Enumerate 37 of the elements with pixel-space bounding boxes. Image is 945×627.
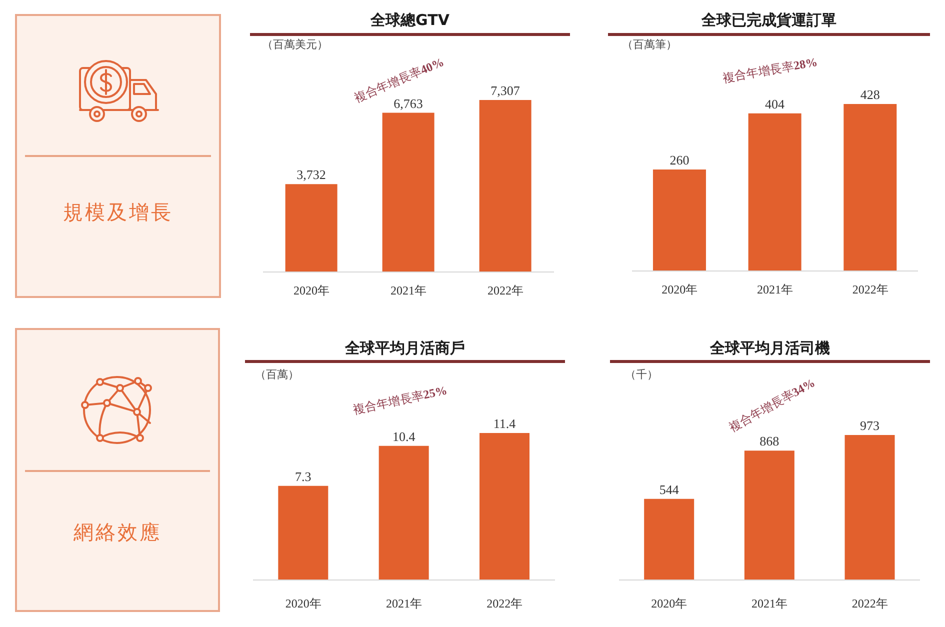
- data-label: 404: [765, 96, 786, 112]
- text: 複合年增長率34%: [726, 376, 818, 434]
- x-tick-label: 2021年: [390, 284, 426, 298]
- data-label: 10.4: [392, 428, 416, 444]
- x-tick-label: 2020年: [285, 596, 322, 611]
- x-tick-label: 2020年: [651, 596, 688, 611]
- x-tick-label: 2022年: [486, 596, 523, 611]
- data-label: 6,763: [394, 96, 423, 111]
- x-tick-label: 2022年: [488, 284, 524, 298]
- chart-title: 全球已完成貨運訂單: [700, 10, 838, 30]
- y-axis-title: （百萬）: [255, 368, 299, 383]
- x-tick-label: 2021年: [386, 596, 422, 611]
- data-label: 973: [860, 418, 880, 433]
- x-tick-label: 2020年: [294, 284, 330, 298]
- x-tick-label: 2021年: [752, 596, 788, 611]
- chart-title: 全球平均月活司機: [708, 338, 831, 358]
- x-tick-label: 2020年: [662, 282, 698, 297]
- y-axis-title: （百萬美元）: [262, 38, 328, 53]
- chart-title: 全球總GTV: [369, 10, 450, 30]
- data-label: 7.3: [295, 468, 312, 484]
- data-label: 7,307: [490, 83, 520, 98]
- x-tick-label: 2022年: [852, 596, 888, 611]
- data-label: 11.4: [493, 416, 516, 431]
- chart-title: 全球平均月活商戶: [344, 338, 466, 358]
- data-label: 868: [760, 434, 780, 449]
- text: 網絡效應: [72, 519, 162, 545]
- data-label: 260: [670, 152, 690, 168]
- x-tick-label: 2021年: [757, 282, 793, 297]
- text: 複合年增長率28%: [722, 54, 818, 86]
- data-label: 3,732: [296, 167, 326, 182]
- data-label: 544: [659, 482, 680, 497]
- y-axis-title: （百萬筆）: [622, 38, 677, 53]
- y-axis-title: （千）: [625, 368, 658, 383]
- text: 複合年增長率25%: [352, 383, 448, 417]
- data-label: 428: [860, 87, 880, 102]
- x-tick-label: 2022年: [852, 282, 888, 297]
- text: 規模及增長: [62, 199, 174, 225]
